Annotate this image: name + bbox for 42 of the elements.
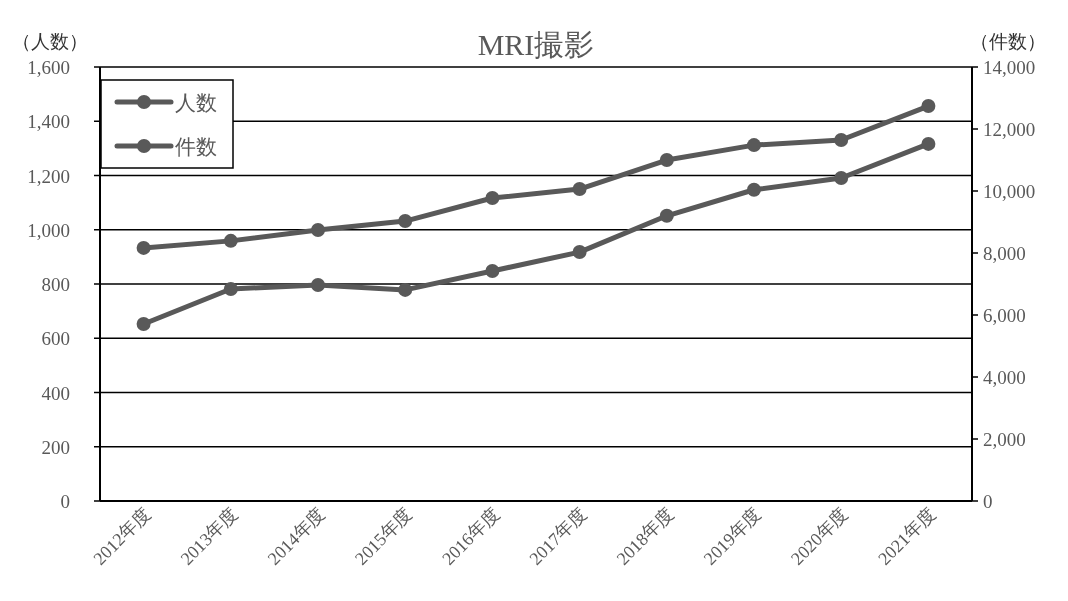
point [398,214,413,229]
point [659,153,674,168]
y2-tick-label: 14,000 [983,57,1036,78]
point [921,136,936,151]
y-tick-label: 1,000 [27,219,70,241]
y-tick-label: 1,400 [27,111,70,133]
point [572,182,587,197]
point [485,263,500,278]
point [398,282,413,297]
y2-tick-label: 0 [983,491,993,512]
y-tick-label: 200 [41,436,70,458]
y-tick-label: 600 [41,328,70,350]
point [136,316,151,331]
legend-label: 人数 [175,91,217,115]
y2-tick-label: 2,000 [983,429,1026,450]
y-tick-label: 800 [41,274,70,295]
y2-axis-title: （件数） [970,31,1046,52]
point [747,182,761,197]
point [136,240,151,255]
point [921,99,936,114]
point [747,138,761,153]
y2-tick-label: 6,000 [983,305,1026,326]
y-tick-label: 1,200 [27,165,70,187]
y2-tick-label: 8,000 [983,243,1026,264]
legend-label: 件数 [175,135,217,159]
point [223,233,238,248]
y2-tick-label: 10,000 [983,181,1036,202]
point [485,191,500,206]
y-axis-title: （人数） [12,31,88,52]
chart-title: MRI撮影 [477,28,595,61]
point [311,223,325,238]
y2-tick-label: 4,000 [983,367,1026,388]
point [659,208,674,223]
y2-tick-label: 12,000 [983,119,1036,140]
point [223,281,238,296]
point [572,245,587,260]
y-tick-label: 0 [60,491,70,512]
point [834,132,849,147]
y-tick-label: 1,600 [27,57,70,78]
point [311,277,325,292]
y-tick-label: 400 [41,382,70,404]
point [834,170,849,185]
